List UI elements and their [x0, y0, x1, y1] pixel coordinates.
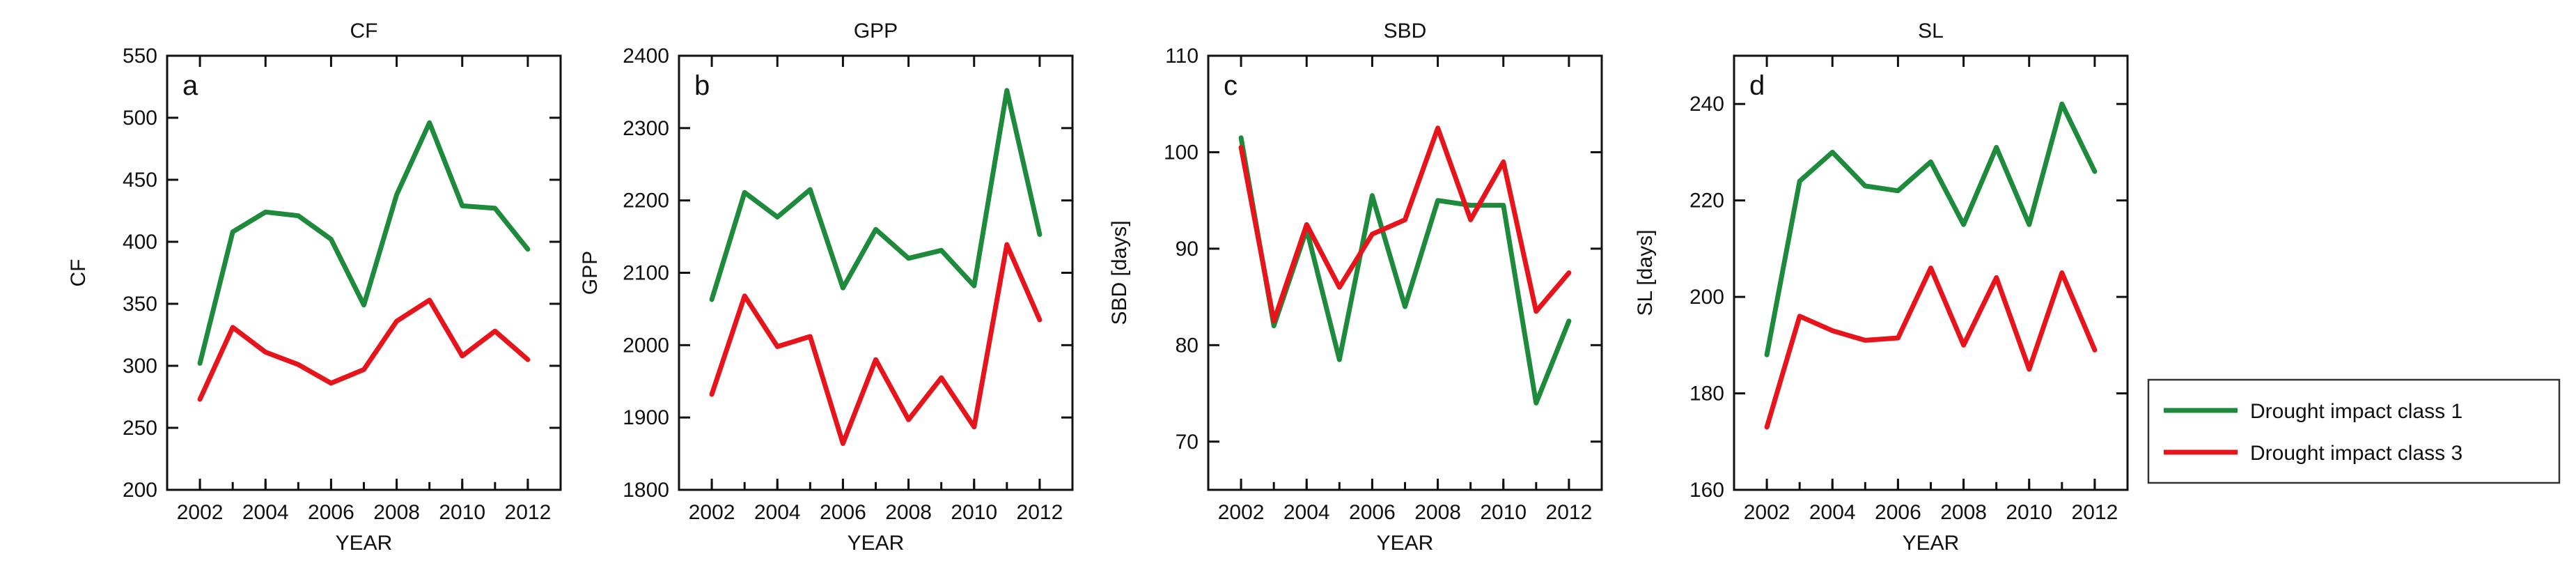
- x-axis-label: YEAR: [1903, 532, 1960, 555]
- x-tick-label: 2012: [1546, 501, 1593, 524]
- panel-a: CF a 200 250 300 350 400 450 500 550 2002 2004 2006 2…: [67, 20, 562, 555]
- series-line-class-3: [1764, 265, 2098, 430]
- x-tick-label: 2006: [820, 501, 866, 524]
- y-tick-label: 100: [1164, 141, 1199, 164]
- x-tick-label: 2006: [308, 501, 354, 524]
- y-tick-label: 200: [123, 479, 157, 502]
- y-tick-label: 2100: [623, 262, 669, 285]
- x-tick-label: 2004: [1283, 501, 1330, 524]
- x-tick-label: 2012: [1017, 501, 1063, 524]
- x-axis-label: YEAR: [336, 532, 393, 555]
- series-line-class-3: [1238, 125, 1572, 324]
- panel-letter: b: [694, 70, 710, 101]
- x-tick-label: 2012: [2072, 501, 2118, 524]
- y-tick-label: 2200: [623, 190, 669, 213]
- y-axis-label: GPP: [579, 251, 602, 295]
- panel-letter: d: [1749, 70, 1765, 101]
- y-tick-label: 350: [123, 293, 157, 316]
- y-tick-label: 110: [1165, 45, 1199, 68]
- series-line-class-3: [197, 298, 531, 402]
- panel-letter: a: [182, 70, 198, 101]
- y-tick-label: 2400: [623, 45, 669, 68]
- series-line-class-1: [197, 120, 531, 366]
- x-tick-label: 2002: [177, 501, 224, 524]
- x-tick-label: 2008: [1414, 501, 1461, 524]
- x-tick-label: 2004: [1809, 501, 1856, 524]
- series-line-class-3: [709, 242, 1043, 446]
- y-tick-label: 160: [1689, 479, 1724, 502]
- y-tick-label: 500: [123, 107, 157, 130]
- legend-label: Drought impact class 1: [2250, 400, 2462, 423]
- plot-frame: [166, 54, 562, 491]
- series-line-class-1: [709, 88, 1043, 302]
- y-axis-label: SBD [days]: [1108, 220, 1131, 325]
- panel-c: SBD c 70 80 90 100 110 2002 2004 2006 2008 2010 2012…: [1108, 20, 1603, 555]
- y-tick-label: 1900: [623, 406, 669, 429]
- x-tick-label: 2006: [1349, 501, 1396, 524]
- x-tick-label: 2006: [1875, 501, 1921, 524]
- x-axis-label: YEAR: [848, 532, 905, 555]
- x-tick-label: 2010: [2006, 501, 2052, 524]
- y-axis-label: CF: [67, 259, 90, 287]
- panel-b: GPP b 1800 1900 2000 2100 2200 2300 2400 2002 2004…: [579, 20, 1074, 555]
- x-tick-label: 2010: [1480, 501, 1527, 524]
- y-tick-label: 250: [123, 417, 157, 440]
- plot-frame: [1207, 54, 1603, 491]
- legend: Drought impact class 1 Drought impact cla…: [2147, 378, 2561, 484]
- y-tick-label: 70: [1176, 431, 1199, 454]
- y-tick-label: 400: [123, 231, 157, 254]
- y-tick-label: 220: [1689, 190, 1724, 213]
- chart-title: CF: [350, 20, 378, 43]
- chart-title: GPP: [854, 20, 898, 43]
- chart-title: SBD: [1384, 20, 1427, 43]
- y-tick-label: 550: [123, 45, 157, 68]
- x-tick-label: 2008: [1940, 501, 1987, 524]
- x-axis-label: YEAR: [1377, 532, 1434, 555]
- x-tick-label: 2002: [1744, 501, 1790, 524]
- x-tick-label: 2010: [951, 501, 997, 524]
- y-tick-label: 200: [1689, 286, 1724, 309]
- y-tick-label: 180: [1689, 383, 1724, 406]
- y-tick-label: 450: [123, 169, 157, 192]
- series-line-class-1: [1764, 101, 2098, 357]
- x-tick-label: 2002: [1218, 501, 1265, 524]
- x-tick-label: 2004: [242, 501, 289, 524]
- y-tick-label: 1800: [623, 479, 669, 502]
- legend-label: Drought impact class 3: [2250, 442, 2462, 465]
- y-tick-label: 90: [1176, 238, 1199, 261]
- x-tick-label: 2008: [373, 501, 420, 524]
- x-tick-label: 2002: [689, 501, 735, 524]
- y-tick-label: 2000: [623, 334, 669, 357]
- legend-box: [2147, 378, 2561, 484]
- chart-title: SL: [1918, 20, 1944, 43]
- panel-d: SL d 160 180 200 220 240 2002 2004 2006 2008 2010 20…: [1634, 20, 2129, 555]
- x-tick-label: 2010: [439, 501, 485, 524]
- panel-letter: c: [1224, 70, 1238, 101]
- x-tick-label: 2012: [505, 501, 552, 524]
- x-tick-label: 2008: [885, 501, 932, 524]
- y-axis-label: SL [days]: [1634, 230, 1657, 316]
- y-tick-label: 300: [123, 355, 157, 378]
- x-tick-label: 2004: [754, 501, 801, 524]
- y-tick-label: 240: [1689, 93, 1724, 116]
- y-tick-label: 2300: [623, 117, 669, 140]
- y-tick-label: 80: [1176, 334, 1199, 357]
